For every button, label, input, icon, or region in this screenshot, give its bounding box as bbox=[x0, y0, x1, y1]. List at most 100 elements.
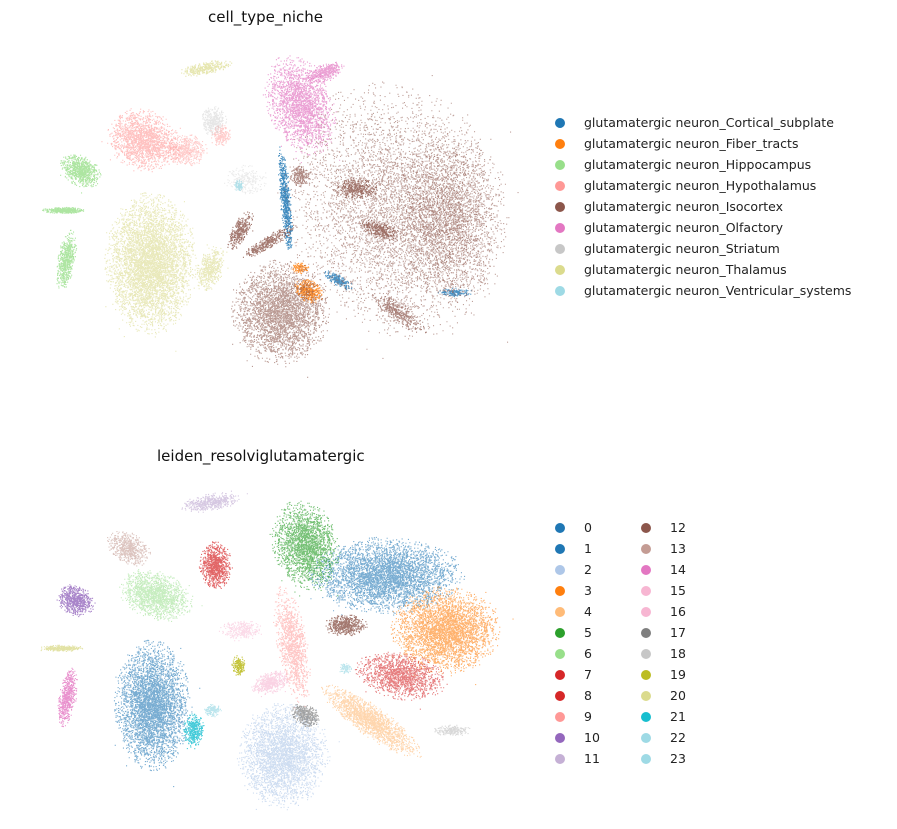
point-cloud-18 bbox=[434, 724, 471, 736]
legend-item-11: 11 bbox=[555, 748, 600, 769]
point-cloud-1 bbox=[113, 639, 201, 788]
legend-marker bbox=[641, 648, 651, 659]
legend-item-18: 18 bbox=[641, 643, 686, 664]
point-cloud-glutamatergic-neuron-fiber-tracts bbox=[292, 262, 310, 274]
legend-marker bbox=[555, 690, 565, 701]
legend-label: 10 bbox=[584, 730, 600, 745]
legend-item-4: 4 bbox=[555, 601, 592, 622]
point-cloud-glutamatergic-neuron-isocortex bbox=[371, 292, 427, 334]
point-cloud-3 bbox=[390, 586, 514, 686]
point-cloud-15 bbox=[218, 620, 262, 642]
legend-label: 16 bbox=[670, 604, 686, 619]
legend-label: glutamatergic neuron_Striatum bbox=[584, 241, 780, 256]
legend-label: glutamatergic neuron_Olfactory bbox=[584, 220, 784, 235]
point-cloud-glutamatergic-neuron-hippocampus bbox=[60, 154, 102, 194]
point-cloud-glutamatergic-neuron-isocortex bbox=[227, 211, 254, 250]
legend-item-19: 19 bbox=[641, 664, 686, 685]
legend-marker bbox=[555, 117, 565, 128]
point-cloud-glutamatergic-neuron-hypothalamus bbox=[164, 134, 208, 167]
legend-label: 3 bbox=[584, 583, 592, 598]
legend-marker bbox=[641, 564, 651, 575]
legend-item-glutamatergic-neuron-olfactory: glutamatergic neuron_Olfactory bbox=[555, 217, 783, 238]
point-cloud-23 bbox=[339, 663, 352, 674]
scatter-panel-leiden: leiden_resolviglutamatergic 0 1 2 3 4 5 6 7 8 9 10… bbox=[0, 440, 897, 829]
legend-label: 20 bbox=[670, 688, 686, 703]
legend-label: glutamatergic neuron_Fiber_tracts bbox=[584, 136, 799, 151]
legend-label: 18 bbox=[670, 646, 686, 661]
embedding-plot bbox=[40, 490, 514, 811]
legend-label: 17 bbox=[670, 625, 686, 640]
point-cloud-4 bbox=[321, 684, 422, 758]
legend-item-1: 1 bbox=[555, 538, 592, 559]
point-cloud-glutamatergic-neuron-isocortex bbox=[242, 224, 298, 258]
point-cloud-glutamatergic-neuron-hypothalamus bbox=[101, 108, 191, 173]
point-cloud-glutamatergic-neuron-thalamus bbox=[196, 246, 229, 291]
point-cloud-glutamatergic-neuron-isocortex bbox=[290, 165, 311, 187]
legend-label: glutamatergic neuron_Cortical_subplate bbox=[584, 115, 834, 130]
legend-item-5: 5 bbox=[555, 622, 592, 643]
legend-marker bbox=[555, 753, 565, 764]
legend-item-2: 2 bbox=[555, 559, 592, 580]
legend-marker bbox=[555, 264, 565, 275]
point-cloud-glutamatergic-neuron-olfactory bbox=[307, 61, 345, 84]
legend-item-9: 9 bbox=[555, 706, 592, 727]
legend-marker bbox=[555, 627, 565, 638]
point-cloud-glutamatergic-neuron-striatum bbox=[224, 164, 267, 195]
legend-label: 12 bbox=[670, 520, 686, 535]
point-cloud-glutamatergic-neuron-cortical-subplate bbox=[437, 287, 472, 298]
legend-label: 23 bbox=[670, 751, 686, 766]
legend-label: glutamatergic neuron_Hypothalamus bbox=[584, 178, 817, 193]
point-cloud-glutamatergic-neuron-hippocampus bbox=[42, 206, 85, 214]
legend-item-glutamatergic-neuron-striatum: glutamatergic neuron_Striatum bbox=[555, 238, 780, 259]
legend-marker bbox=[641, 732, 651, 743]
point-cloud-glutamatergic-neuron-cortical-subplate bbox=[278, 146, 293, 250]
point-cloud-22 bbox=[204, 704, 222, 718]
legend-marker bbox=[641, 543, 651, 554]
point-cloud-glutamatergic-neuron-hippocampus bbox=[56, 229, 78, 289]
point-cloud-21 bbox=[182, 713, 205, 750]
legend-label: glutamatergic neuron_Ventricular_systems bbox=[584, 283, 852, 298]
point-cloud-17 bbox=[291, 704, 320, 727]
point-cloud-9 bbox=[273, 586, 311, 709]
legend-marker bbox=[641, 522, 651, 533]
legend-label: glutamatergic neuron_Thalamus bbox=[584, 262, 787, 277]
legend-item-6: 6 bbox=[555, 643, 592, 664]
point-cloud-7 bbox=[198, 541, 233, 589]
point-cloud-12 bbox=[325, 614, 368, 637]
legend-marker bbox=[555, 648, 565, 659]
point-cloud-glutamatergic-neuron-thalamus bbox=[181, 60, 233, 77]
legend-marker bbox=[641, 606, 651, 617]
legend-label: glutamatergic neuron_Hippocampus bbox=[584, 157, 812, 172]
legend-item-7: 7 bbox=[555, 664, 592, 685]
legend-marker bbox=[641, 627, 651, 638]
point-cloud-16 bbox=[251, 670, 290, 698]
legend-label: 11 bbox=[584, 751, 600, 766]
point-cloud-11 bbox=[181, 490, 248, 513]
legend-item-glutamatergic-neuron-cortical-subplate: glutamatergic neuron_Cortical_subplate bbox=[555, 112, 834, 133]
legend-item-14: 14 bbox=[641, 559, 686, 580]
point-cloud-glutamatergic-neuron-isocortex bbox=[277, 75, 512, 359]
legend-label: 13 bbox=[670, 541, 686, 556]
legend-marker bbox=[641, 669, 651, 680]
embedding-plot bbox=[42, 55, 519, 378]
legend-item-glutamatergic-neuron-ventricular-systems: glutamatergic neuron_Ventricular_systems bbox=[555, 280, 851, 301]
legend-marker bbox=[555, 243, 565, 254]
legend-marker bbox=[555, 180, 565, 191]
legend-item-12: 12 bbox=[641, 517, 686, 538]
legend-label: 9 bbox=[584, 709, 592, 724]
point-cloud-glutamatergic-neuron-isocortex bbox=[333, 177, 378, 200]
legend-label: 8 bbox=[584, 688, 592, 703]
legend-item-glutamatergic-neuron-thalamus: glutamatergic neuron_Thalamus bbox=[555, 259, 787, 280]
legend-marker bbox=[555, 585, 565, 596]
point-cloud-10 bbox=[56, 584, 96, 618]
point-cloud-2 bbox=[236, 703, 340, 811]
point-cloud-19 bbox=[231, 655, 246, 676]
legend-label: 6 bbox=[584, 646, 592, 661]
legend-item-20: 20 bbox=[641, 685, 686, 706]
legend-item-8: 8 bbox=[555, 685, 592, 706]
point-cloud-20 bbox=[40, 644, 84, 652]
legend-marker bbox=[555, 711, 565, 722]
legend-label: 22 bbox=[670, 730, 686, 745]
legend-item-15: 15 bbox=[641, 580, 686, 601]
legend-item-21: 21 bbox=[641, 706, 686, 727]
